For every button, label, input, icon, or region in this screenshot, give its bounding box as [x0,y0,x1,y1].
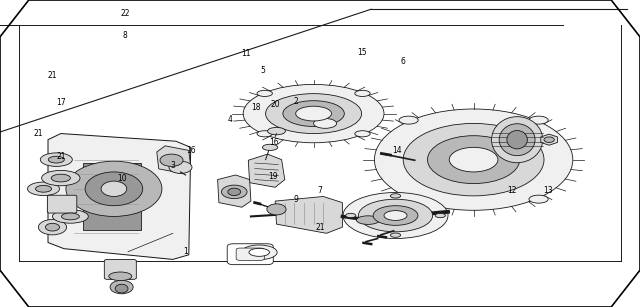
Ellipse shape [38,220,67,235]
Ellipse shape [52,210,88,223]
Polygon shape [157,146,191,173]
Ellipse shape [51,174,70,182]
Ellipse shape [66,161,162,216]
Ellipse shape [355,90,370,96]
Ellipse shape [241,245,277,260]
Text: 18: 18 [252,103,260,112]
Ellipse shape [267,204,286,215]
FancyBboxPatch shape [227,244,273,265]
Text: 21: 21 [316,223,324,232]
Ellipse shape [296,106,332,121]
FancyBboxPatch shape [236,248,264,260]
Ellipse shape [110,280,133,294]
Ellipse shape [355,131,370,137]
Polygon shape [218,175,251,207]
Polygon shape [248,154,285,187]
Ellipse shape [529,195,548,203]
Text: 4: 4 [228,115,233,124]
Ellipse shape [283,101,344,126]
Ellipse shape [101,181,127,196]
Ellipse shape [257,131,273,137]
FancyBboxPatch shape [47,195,77,213]
Bar [83,184,141,206]
Ellipse shape [61,213,79,220]
Ellipse shape [529,116,548,124]
Ellipse shape [390,194,401,198]
Ellipse shape [45,223,60,231]
Ellipse shape [390,233,401,237]
Ellipse shape [403,123,544,196]
Ellipse shape [399,195,418,203]
FancyBboxPatch shape [104,259,136,279]
Text: 3: 3 [170,161,175,170]
Polygon shape [541,134,557,145]
Ellipse shape [358,199,433,232]
Text: 11: 11 [242,49,251,58]
Text: 16: 16 [186,146,196,155]
Text: 22: 22 [120,9,129,18]
Ellipse shape [109,272,132,281]
Ellipse shape [507,130,527,149]
Text: 20: 20 [270,100,280,109]
Ellipse shape [384,211,407,220]
Ellipse shape [346,213,356,218]
Ellipse shape [28,182,60,196]
Ellipse shape [266,94,362,134]
Text: 10: 10 [116,173,127,183]
Text: 19: 19 [268,172,278,181]
Ellipse shape [42,170,80,186]
Ellipse shape [544,137,554,142]
Ellipse shape [399,116,418,124]
Ellipse shape [40,153,72,166]
Ellipse shape [499,124,535,156]
Ellipse shape [435,213,445,218]
Ellipse shape [85,172,143,206]
Ellipse shape [243,84,384,143]
Ellipse shape [228,188,241,196]
Ellipse shape [169,161,192,173]
Ellipse shape [374,109,573,210]
Ellipse shape [257,90,273,96]
Text: 21: 21 [56,152,65,161]
Text: 13: 13 [543,186,554,195]
Ellipse shape [373,206,418,225]
Ellipse shape [492,117,543,163]
Ellipse shape [343,192,448,239]
Ellipse shape [221,185,247,199]
Text: 6: 6 [401,57,406,66]
Ellipse shape [262,144,278,150]
Bar [83,209,141,230]
Text: 8: 8 [122,31,127,40]
Text: 21: 21 [34,129,43,138]
Text: 5: 5 [260,66,265,75]
Polygon shape [275,196,342,233]
Ellipse shape [49,156,64,163]
Text: 7: 7 [317,186,323,195]
Ellipse shape [356,216,380,224]
Text: 15: 15 [356,48,367,57]
Ellipse shape [428,136,520,184]
Text: 17: 17 [56,98,66,107]
Text: 2: 2 [293,97,298,106]
Text: 16: 16 [269,138,279,147]
Ellipse shape [268,127,285,135]
Text: 9: 9 [293,195,298,204]
Ellipse shape [449,147,498,172]
Text: 21: 21 [48,71,57,80]
Ellipse shape [115,284,128,293]
Ellipse shape [249,248,269,256]
Text: 1: 1 [183,247,188,256]
Bar [83,163,141,181]
Ellipse shape [314,119,337,128]
Text: 14: 14 [392,146,402,155]
Ellipse shape [160,154,183,166]
Ellipse shape [36,185,52,192]
Polygon shape [48,134,191,259]
Text: 12: 12 [508,186,516,195]
